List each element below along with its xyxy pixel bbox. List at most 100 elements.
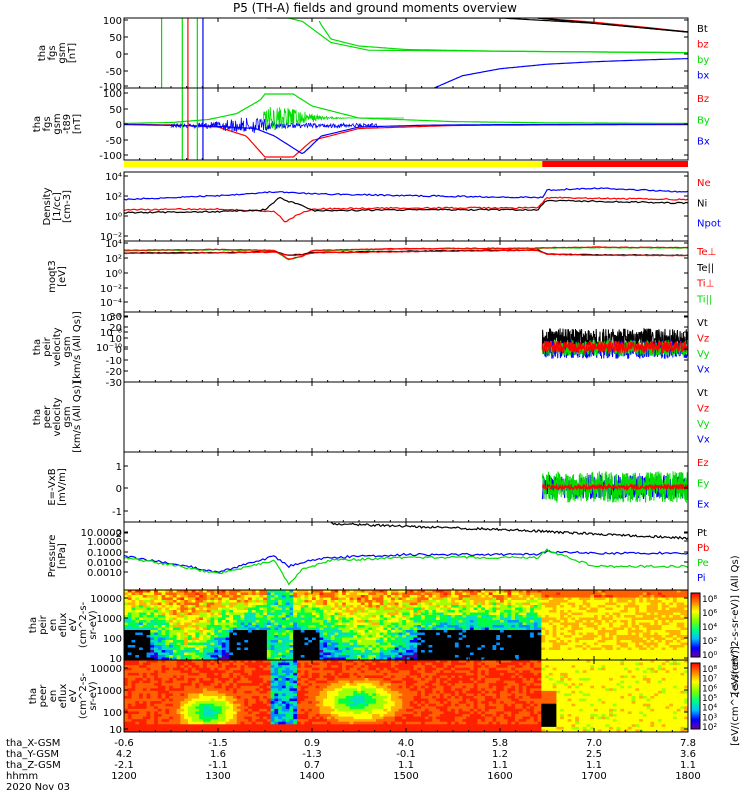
spec-cell [131,662,136,666]
spec-cell [458,642,463,646]
spec-cell [251,655,256,658]
spec-cell [439,597,444,601]
y-tick-label: -50 [106,67,122,78]
spec-cell [349,607,354,611]
spec-cell [488,655,493,658]
spec-cell [387,615,392,618]
y-tick-label: -20 [106,367,122,378]
spec-cell [492,645,497,648]
spec-cell [631,597,636,601]
spec-cell [206,602,211,606]
spec-cell [233,620,238,623]
spec-cell [571,632,576,636]
spec-cell [533,645,538,648]
spec-cell [379,627,384,631]
spec-cell [627,655,632,658]
spec-cell [127,650,132,653]
panel-plot-area [161,18,688,88]
spec-cell [135,703,140,707]
spec-cell [631,642,636,646]
spec-cell [639,637,644,641]
spec-cell [364,655,369,658]
spec-cell [398,657,403,660]
spec-cell [172,655,178,658]
spec-cell [191,637,196,641]
spec-cell [274,592,279,596]
spec-cell [169,595,174,598]
spec-cell [304,597,309,601]
spec-cell [642,602,648,606]
spec-cell [180,607,185,611]
spec-cell [353,652,358,656]
spec-cell [375,650,381,653]
y-axis-label: moqt3 [47,260,58,293]
spec-cell [390,617,396,621]
spec-cell [492,650,497,653]
spec-cell [545,650,550,653]
spec-cell [146,620,151,623]
spec-cell [665,602,670,606]
spec-cell [270,630,275,633]
spec-cell [372,617,377,621]
spec-cell [541,655,546,658]
spec-cell [462,625,467,628]
spec-cell [657,652,663,656]
spec-cell [139,721,144,725]
spec-cell [195,615,200,618]
spec-cell [620,642,625,646]
spec-cell [169,640,174,643]
spec-cell [537,640,542,643]
spec-cell [127,625,132,628]
spec-cell [575,610,580,613]
spec-cell [522,592,527,596]
spec-cell [578,617,584,621]
spec-cell [319,625,324,628]
spec-cell [390,645,396,648]
spec-cell [270,647,275,651]
spec-cell [458,647,463,651]
spec-cell [548,625,554,628]
spec-cell [327,617,332,621]
spec-cell [202,605,208,608]
spec-cell [345,597,350,601]
spec-cell [244,655,249,658]
spec-cell [312,652,317,656]
spec-cell [135,602,140,606]
spec-cell [184,612,189,616]
spec-cell [586,592,591,596]
spec-cell [195,655,200,658]
spec-cell [221,647,226,651]
spec-cell [582,602,587,606]
spec-cell [530,637,535,641]
spec-cell [424,652,429,656]
spec-cell [387,630,392,633]
spec-cell [150,610,155,613]
spec-cell [191,657,196,660]
spec-cell [518,627,523,631]
spec-cell [161,595,166,598]
spec-cell [522,617,527,621]
spec-cell [308,632,313,636]
spec-cell [582,650,587,653]
spec-cell [293,595,298,598]
spec-cell [289,615,294,618]
spec-cell [624,635,629,638]
spec-cell [345,630,350,633]
spec-cell [345,657,350,660]
spec-cell [225,595,230,598]
spec-cell [251,657,256,660]
spec-cell [202,645,208,648]
spec-cell [627,600,632,603]
spec-cell [402,647,407,651]
spec-cell [669,647,674,651]
spec-cell [484,652,490,656]
spec-cell [375,615,381,618]
spec-cell [462,657,467,660]
spec-cell [492,602,497,606]
spec-cell [469,600,475,603]
spec-cell [368,642,373,646]
spec-cell [631,640,636,643]
spec-cell [680,647,685,651]
spec-cell [515,642,520,646]
spec-cell [443,625,448,628]
